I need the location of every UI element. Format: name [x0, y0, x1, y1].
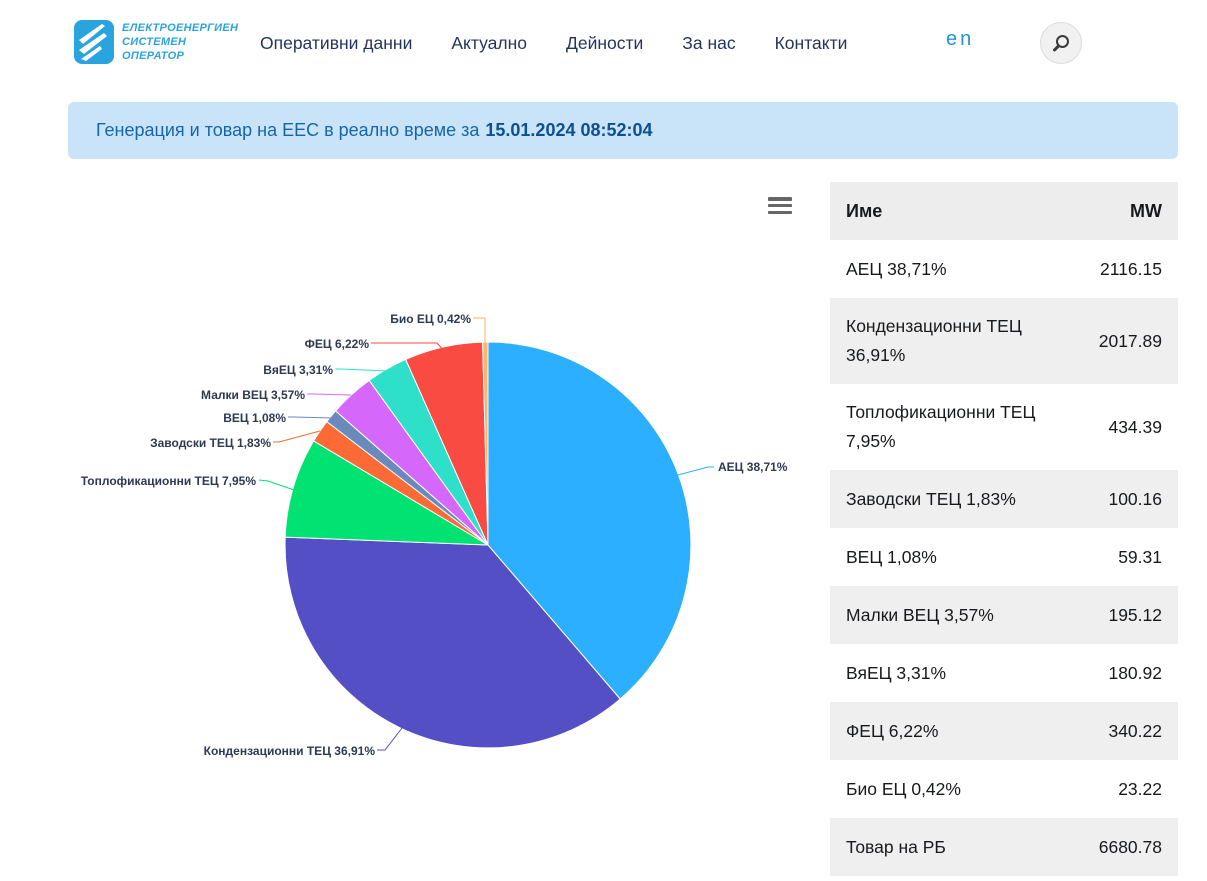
pie-label: ВяЕЦ 3,31%: [263, 363, 333, 377]
row-mw-value: 23.22: [1118, 778, 1162, 799]
logo[interactable]: ЕЛЕКТРОЕНЕРГИЕН СИСТЕМЕН ОПЕРАТОР: [74, 20, 238, 64]
generation-table: Име MW АЕЦ 38,71% 2116.15 Кондензационни Т…: [830, 182, 1178, 876]
pie-label: АЕЦ 38,71%: [718, 460, 788, 474]
nav-item-news[interactable]: Актуално: [451, 32, 527, 53]
table-row: Био ЕЦ 0,42% 23.22: [830, 760, 1178, 818]
nav-item-contacts[interactable]: Контакти: [774, 32, 848, 53]
pie-label-connector: [307, 393, 352, 396]
row-label: Кондензационни ТЕЦ 36,91%: [846, 316, 1022, 365]
table-row: ФЕЦ 6,22% 340.22: [830, 702, 1178, 760]
pie-label-connector: [377, 727, 403, 751]
row-mw-value: 6680.78: [1098, 836, 1162, 857]
eso-logo-icon: [74, 20, 114, 64]
table-row: ВЕЦ 1,08% 59.31: [830, 528, 1178, 586]
main-nav: Оперативни данни Актуално Дейности За на…: [260, 0, 847, 86]
table-row: Кондензационни ТЕЦ 36,91% 2017.89: [830, 298, 1178, 384]
row-mw-value: 2116.15: [1100, 258, 1162, 279]
chart-context-menu-button[interactable]: [768, 197, 792, 214]
row-mw-value: 100.16: [1108, 488, 1162, 509]
table-row: АЕЦ 38,71% 2116.15: [830, 240, 1178, 298]
table-row: Товар на РБ 6680.78: [830, 818, 1178, 876]
row-label: Заводски ТЕЦ 1,83%: [846, 488, 1016, 509]
row-mw-value: 180.92: [1108, 662, 1162, 683]
pie-label: Топлофикационни ТЕЦ 7,95%: [81, 474, 257, 488]
pie-label: Малки ВЕЦ 3,57%: [201, 388, 305, 402]
search-icon: [1053, 35, 1069, 52]
table-row: ВяЕЦ 3,31% 180.92: [830, 644, 1178, 702]
nav-item-operational-data[interactable]: Оперативни данни: [260, 32, 413, 53]
banner-datetime: 15.01.2024 08:52:04: [485, 120, 653, 140]
pie-label-connector: [371, 342, 446, 353]
pie-label: Заводски ТЕЦ 1,83%: [150, 436, 271, 450]
site-header: ЕЛЕКТРОЕНЕРГИЕН СИСТЕМЕН ОПЕРАТОР Операт…: [0, 0, 1207, 86]
pie-label: ФЕЦ 6,22%: [305, 337, 370, 351]
row-mw-value: 340.22: [1108, 720, 1162, 741]
row-label: АЕЦ 38,71%: [846, 258, 947, 279]
row-label: ВяЕЦ 3,31%: [846, 662, 947, 683]
pie-slice[interactable]: [284, 536, 621, 749]
row-label: Топлофикационни ТЕЦ 7,95%: [846, 402, 1036, 451]
pie-label: Кондензационни ТЕЦ 36,91%: [204, 744, 376, 758]
row-label: Био ЕЦ 0,42%: [846, 778, 961, 799]
pie-label: ВЕЦ 1,08%: [223, 411, 286, 425]
generation-pie-chart: АЕЦ 38,71% Кондензационни ТЕЦ 36,91% Топло…: [60, 170, 820, 881]
table-row: Топлофикационни ТЕЦ 7,95% 434.39: [830, 384, 1178, 470]
row-mw-value: 59.31: [1118, 546, 1162, 567]
pie-slice[interactable]: [284, 440, 489, 546]
row-label: ФЕЦ 6,22%: [846, 720, 939, 741]
table-header-mw: MW: [1130, 200, 1162, 221]
pie-label-connector: [677, 466, 714, 476]
table-header-name: Име: [846, 200, 883, 221]
pie-label-connector: [273, 430, 321, 443]
logo-text: ЕЛЕКТРОЕНЕРГИЕН СИСТЕМЕН ОПЕРАТОР: [122, 22, 239, 62]
row-mw-value: 2017.89: [1098, 330, 1162, 351]
pie-label-connector: [258, 479, 298, 492]
realtime-banner: Генерация и товар на ЕЕС в реално време …: [68, 102, 1178, 159]
table-row: Заводски ТЕЦ 1,83% 100.16: [830, 470, 1178, 528]
pie-label-connector: [335, 368, 390, 372]
table-header: Име MW: [830, 182, 1178, 240]
language-toggle-en[interactable]: en: [946, 28, 975, 50]
nav-item-about[interactable]: За нас: [682, 32, 736, 53]
row-label: Малки ВЕЦ 3,57%: [846, 604, 994, 625]
banner-text: Генерация и товар на ЕЕС в реално време …: [96, 120, 480, 140]
search-button[interactable]: [1040, 22, 1082, 64]
row-mw-value: 195.12: [1108, 604, 1162, 625]
pie-label-connector: [473, 317, 486, 345]
row-mw-value: 434.39: [1108, 416, 1162, 437]
row-label: ВЕЦ 1,08%: [846, 546, 937, 567]
table-row: Малки ВЕЦ 3,57% 195.12: [830, 586, 1178, 644]
nav-item-activities[interactable]: Дейности: [565, 32, 644, 53]
pie-label-connector: [288, 416, 334, 419]
row-label: Товар на РБ: [846, 836, 946, 857]
pie-label: Био ЕЦ 0,42%: [390, 312, 471, 326]
